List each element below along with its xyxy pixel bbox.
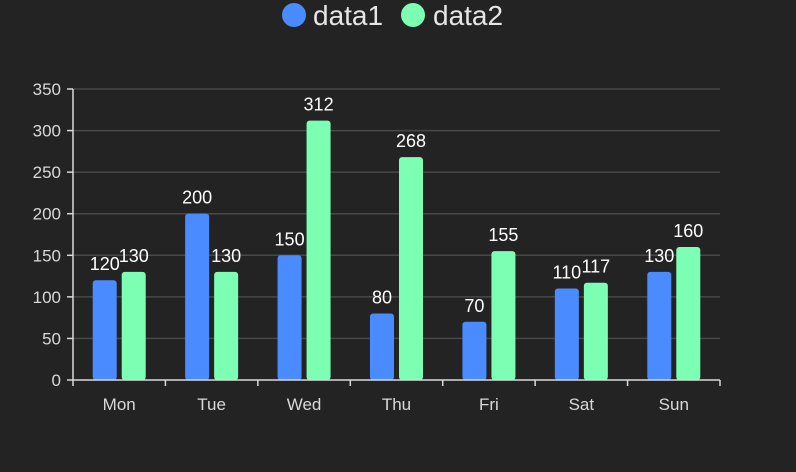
- data-label-data2-Thu: 268: [396, 131, 426, 151]
- data-label-data2-Sat: 117: [582, 257, 611, 277]
- bar-data1-Fri[interactable]: [462, 321, 487, 380]
- bar-data2-Sun[interactable]: [676, 246, 701, 380]
- bar-data2-Mon[interactable]: [121, 271, 146, 380]
- data-label-data2-Tue: 130: [211, 246, 241, 266]
- bar-data2-Fri[interactable]: [491, 251, 516, 380]
- legend-label-data1[interactable]: data1: [313, 0, 383, 31]
- data-label-data1-Sun: 130: [644, 246, 674, 266]
- x-tick-label-Sun: Sun: [659, 395, 689, 414]
- y-tick-label: 350: [33, 80, 61, 99]
- y-tick-label: 100: [33, 288, 61, 307]
- x-tick-label-Sat: Sat: [569, 395, 595, 414]
- x-tick-label-Tue: Tue: [197, 395, 226, 414]
- bar-data1-Mon[interactable]: [92, 280, 117, 380]
- data-label-data2-Sun: 160: [673, 221, 703, 241]
- bar-data1-Wed[interactable]: [277, 255, 302, 380]
- x-tick-label-Mon: Mon: [103, 395, 136, 414]
- bar-data1-Thu[interactable]: [370, 313, 394, 380]
- y-tick-label: 50: [42, 329, 61, 348]
- bar-data2-Tue[interactable]: [214, 271, 239, 380]
- legend-swatch-data2[interactable]: [401, 3, 425, 27]
- y-tick-label: 0: [52, 371, 61, 390]
- y-tick-label: 200: [33, 205, 61, 224]
- x-tick-label-Wed: Wed: [287, 395, 322, 414]
- data-label-data2-Fri: 155: [488, 225, 518, 245]
- bar-data2-Sat[interactable]: [583, 282, 608, 380]
- data-label-data1-Mon: 120: [90, 254, 120, 274]
- bar-data2-Wed[interactable]: [306, 120, 331, 380]
- y-tick-label: 250: [33, 163, 61, 182]
- legend-label-data2[interactable]: data2: [433, 0, 503, 31]
- legend-swatch-data1[interactable]: [282, 3, 306, 27]
- data-label-data1-Sat: 110: [553, 263, 582, 283]
- x-tick-label-Thu: Thu: [382, 395, 411, 414]
- bar-data1-Sat[interactable]: [554, 288, 579, 380]
- data-label-data2-Mon: 130: [119, 246, 149, 266]
- data-label-data1-Fri: 70: [464, 296, 484, 316]
- y-tick-label: 150: [33, 246, 61, 265]
- y-tick-label: 300: [33, 122, 61, 141]
- data-label-data1-Wed: 150: [275, 229, 305, 249]
- bar-data1-Sun[interactable]: [647, 271, 672, 380]
- bar-data2-Thu[interactable]: [399, 157, 423, 380]
- data-label-data1-Thu: 80: [372, 287, 392, 307]
- data-label-data1-Tue: 200: [182, 188, 212, 208]
- bar-data1-Tue[interactable]: [185, 213, 210, 380]
- x-tick-label-Fri: Fri: [479, 395, 499, 414]
- data-label-data2-Wed: 312: [304, 95, 334, 115]
